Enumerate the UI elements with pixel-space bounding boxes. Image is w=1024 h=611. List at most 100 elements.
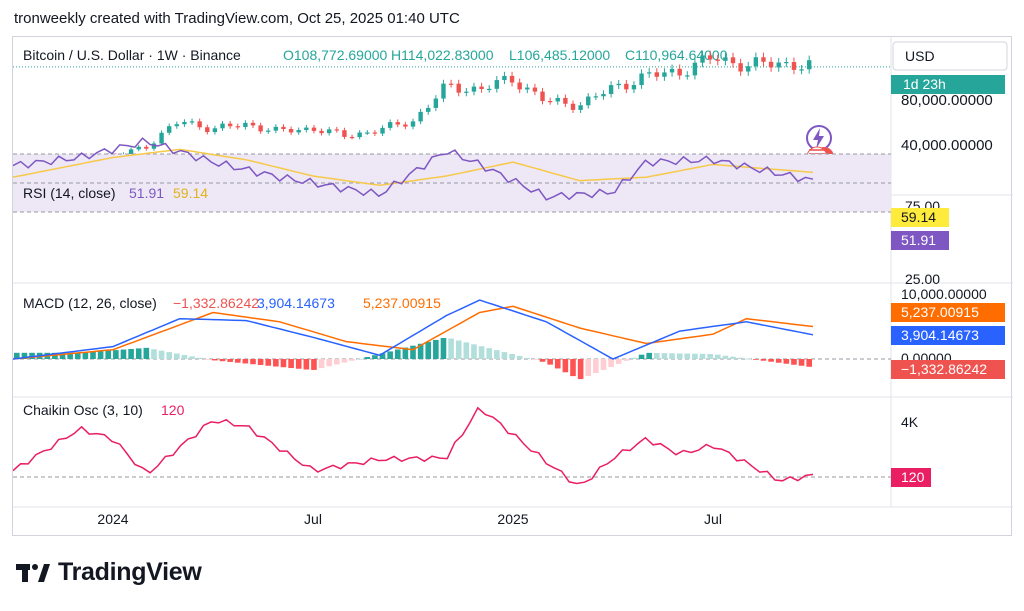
macd-title: MACD (12, 26, close)	[23, 295, 157, 311]
macd-histogram-bar	[608, 359, 614, 367]
candle-body	[479, 86, 484, 90]
macd-histogram-bar	[547, 359, 553, 365]
macd-histogram-bar	[471, 344, 477, 359]
ohlc-value: O108,772.69000	[283, 47, 388, 63]
macd-badge-bg	[891, 326, 1005, 345]
time-tick-label: 2025	[497, 511, 528, 527]
macd-histogram-bar	[67, 352, 73, 359]
candle-body	[410, 121, 416, 127]
macd-histogram-bar	[120, 349, 127, 359]
candle-body	[677, 68, 682, 76]
candle-body	[159, 132, 164, 144]
macd-histogram-bar	[52, 352, 58, 359]
time-tick-label: Jul	[304, 511, 322, 527]
candle-body	[692, 62, 698, 76]
candle-body	[365, 132, 370, 134]
candle-body	[624, 83, 629, 90]
candle-body	[532, 87, 538, 92]
macd-histogram-bar	[562, 359, 569, 373]
candle-body	[380, 127, 385, 134]
lightning-icon-bolt	[813, 128, 824, 149]
candle-body	[799, 69, 804, 71]
chart-frame[interactable]: Bitcoin / U.S. Dollar · 1W · Binance O108…	[12, 36, 1013, 537]
candle-body	[509, 75, 515, 83]
candle-body	[746, 66, 751, 72]
candle-body	[662, 72, 667, 77]
macd-histogram-bar	[181, 354, 188, 359]
currency-label: USD	[905, 48, 935, 64]
candle-body	[456, 83, 461, 93]
ohlc-value: H114,022.83000	[391, 47, 494, 63]
rsi-tick-label: 25.00	[905, 271, 940, 287]
candle-body	[426, 107, 431, 112]
candle-body	[540, 91, 545, 102]
candle-body	[296, 129, 301, 133]
candle-body	[768, 61, 774, 68]
macd-histogram-bar	[631, 357, 637, 359]
macd-histogram-bar	[745, 358, 752, 360]
candle-body	[525, 87, 530, 90]
rsi-badge-bg	[891, 231, 949, 250]
candle-body	[646, 72, 652, 74]
candle-body	[730, 57, 736, 64]
macd-histogram-bar	[478, 346, 485, 359]
rsi-title: RSI (14, close)	[23, 185, 116, 201]
macd-histogram-bar	[166, 352, 172, 359]
macd-histogram-bar	[775, 359, 782, 363]
macd-histogram-bar	[90, 351, 96, 359]
macd-histogram-bar	[394, 349, 401, 359]
candle-body	[235, 126, 240, 128]
candle-body	[418, 111, 423, 122]
candle-body	[357, 132, 362, 138]
candle-body	[182, 122, 187, 125]
macd-line	[13, 299, 814, 360]
chart-canvas[interactable]: Bitcoin / U.S. Dollar · 1W · Binance O108…	[13, 37, 1013, 537]
macd-histogram-bar	[82, 352, 89, 359]
candle-body	[631, 85, 637, 90]
candle-body	[502, 75, 507, 81]
macd-histogram-bar	[532, 359, 538, 360]
candle-body	[654, 72, 660, 77]
candle-body	[311, 127, 317, 131]
macd-histogram-bar	[151, 349, 157, 359]
price-tick-label: 40,000.00000	[901, 137, 993, 154]
macd-histogram-bar	[463, 342, 470, 359]
macd-histogram-bar	[623, 359, 630, 361]
macd-histogram-bar	[196, 357, 203, 359]
candle-body	[205, 127, 210, 133]
candle-body	[601, 93, 606, 97]
macd-histogram-bar	[638, 354, 645, 359]
candle-body	[166, 126, 172, 133]
rsi-ma-badge: 59.14	[901, 209, 936, 225]
macd-histogram-bar	[14, 352, 20, 359]
candle-body	[403, 124, 408, 127]
macd-histogram-bar	[349, 359, 355, 361]
candle-body	[174, 124, 180, 127]
candle-body	[517, 82, 522, 90]
candle-body	[395, 122, 400, 125]
macd-histogram-bar	[234, 359, 241, 363]
candle-body	[791, 62, 797, 70]
macd-histogram-bar	[440, 338, 447, 359]
candle-body	[304, 127, 309, 130]
macd-histogram-bar	[356, 358, 363, 360]
ohlc-value: C110,964.64000	[625, 47, 728, 63]
macd-histogram-bar	[387, 351, 393, 359]
macd-histogram-bar	[654, 352, 660, 359]
candle-body	[136, 146, 141, 150]
macd-histogram-bar	[669, 353, 675, 359]
candle-body	[197, 121, 202, 128]
candle-body	[266, 130, 271, 132]
candle-body	[144, 146, 149, 149]
macd-histogram-bar	[311, 359, 317, 370]
candle-body	[707, 55, 713, 60]
tradingview-logo[interactable]: TradingView	[16, 558, 202, 587]
macd-histogram-bar	[585, 359, 592, 377]
candle-body	[288, 129, 294, 133]
macd-histogram-bar	[21, 352, 28, 359]
candle-body	[578, 105, 583, 110]
candle-body	[586, 96, 591, 106]
macd-histogram-bar	[646, 352, 652, 359]
candle-body	[784, 62, 789, 64]
macd-histogram-bar	[798, 359, 805, 366]
